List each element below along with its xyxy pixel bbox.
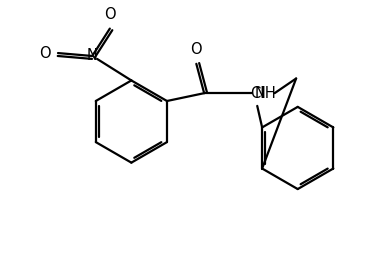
Text: O: O (191, 42, 202, 57)
Text: O: O (104, 7, 116, 22)
Text: N: N (87, 47, 98, 62)
Text: O: O (40, 46, 51, 60)
Text: Cl: Cl (250, 86, 265, 101)
Text: NH: NH (255, 86, 277, 101)
